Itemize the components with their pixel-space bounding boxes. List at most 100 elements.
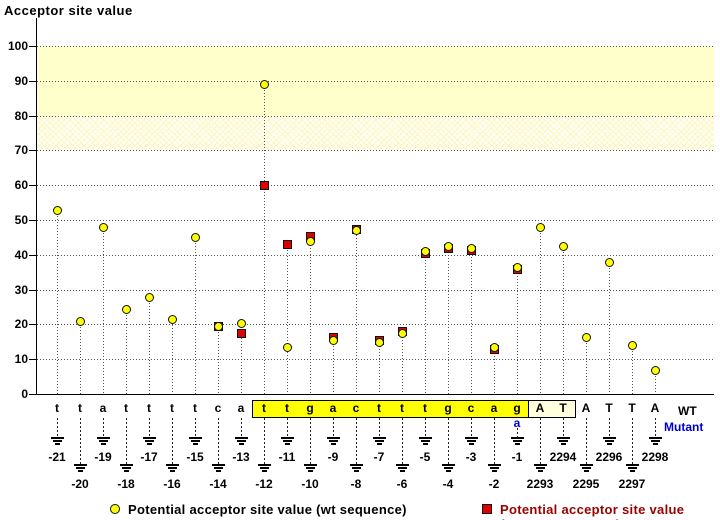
position-label--6: -6 <box>396 477 408 491</box>
wt-point--13 <box>237 318 246 328</box>
position-label--10: -10 <box>301 477 319 491</box>
wt-point-2298 <box>651 365 660 375</box>
ground-symbol--15 <box>192 443 198 445</box>
stem--13 <box>241 322 242 394</box>
wt-point--16 <box>168 315 177 325</box>
base-letter--1: g <box>513 401 521 415</box>
ground-symbol--11 <box>282 440 292 442</box>
position-label-2295: 2295 <box>572 477 600 491</box>
ground-symbol--21 <box>50 437 64 439</box>
position-line-2295 <box>586 418 587 464</box>
wt-point--3 <box>467 243 476 253</box>
stem--19 <box>103 226 104 394</box>
ground-symbol-2298 <box>648 437 662 439</box>
base-letter--12: t <box>262 401 266 415</box>
stem--4 <box>448 246 449 394</box>
ground-symbol--14 <box>213 467 223 469</box>
ground-symbol-2296 <box>602 437 616 439</box>
base-letter--7: t <box>377 401 381 415</box>
ground-symbol--9 <box>330 443 336 445</box>
stem--20 <box>80 320 81 394</box>
stem-2295 <box>586 336 587 394</box>
position-line--9 <box>333 418 334 437</box>
ytick-mark-0 <box>29 394 36 395</box>
position-label--9: -9 <box>327 450 339 464</box>
ytick-label-100: 100 <box>7 39 28 53</box>
base-letter--18: t <box>124 401 128 415</box>
base-letter--9: a <box>329 401 337 415</box>
wt-point--4 <box>444 242 453 252</box>
ground-symbol--13 <box>238 443 244 445</box>
wt-point-2294 <box>559 242 568 252</box>
wt-point--7 <box>375 337 384 347</box>
base-letter-2297: T <box>628 401 636 415</box>
ground-symbol--3 <box>468 443 474 445</box>
x-axis-line <box>36 394 714 395</box>
ground-symbol--7 <box>374 440 384 442</box>
position-line-2298 <box>655 418 656 437</box>
score-band-hatched <box>37 115 714 151</box>
ground-symbol--5 <box>422 443 428 445</box>
base-letter--21: t <box>55 401 59 415</box>
position-label--3: -3 <box>465 450 477 464</box>
ground-symbol--15 <box>188 437 202 439</box>
position-line--5 <box>425 418 426 437</box>
position-label--20: -20 <box>71 477 89 491</box>
ground-symbol--12 <box>261 470 267 472</box>
position-line-2296 <box>609 418 610 437</box>
base-letter--14: c <box>214 401 222 415</box>
base-letter--10: g <box>306 401 314 415</box>
ground-symbol--16 <box>169 470 175 472</box>
ground-symbol--1 <box>512 440 522 442</box>
ground-symbol--10 <box>307 470 313 472</box>
ground-symbol--6 <box>395 464 409 466</box>
wt-point-2296 <box>605 257 614 267</box>
gridline-100 <box>37 46 714 47</box>
stem--11 <box>287 244 288 394</box>
position-label--15: -15 <box>186 450 204 464</box>
ground-symbol--8 <box>353 470 359 472</box>
position-label--18: -18 <box>117 477 135 491</box>
wt-point--9 <box>329 336 338 346</box>
stem-2294 <box>563 246 564 394</box>
ground-symbol--5 <box>420 440 430 442</box>
ytick-mark-10 <box>29 359 36 361</box>
ground-symbol-2298 <box>652 443 658 445</box>
position-label-2296: 2296 <box>595 450 623 464</box>
gridline-30 <box>37 289 714 291</box>
position-label--13: -13 <box>232 450 250 464</box>
ground-symbol--4 <box>441 464 455 466</box>
ytick-label-10: 10 <box>14 352 28 367</box>
ground-symbol--19 <box>100 443 106 445</box>
ground-symbol--6 <box>399 470 405 472</box>
ground-symbol--5 <box>418 437 432 439</box>
ground-symbol-2298 <box>650 440 660 442</box>
stem--16 <box>172 319 173 394</box>
position-line--17 <box>149 418 150 437</box>
ground-symbol--13 <box>236 440 246 442</box>
base-letter--11: t <box>285 401 289 415</box>
wt-point--12 <box>260 80 269 90</box>
stem-2297 <box>632 345 633 394</box>
position-line--14 <box>218 418 219 464</box>
stem-2296 <box>609 261 610 394</box>
wt-point-2293 <box>536 222 545 232</box>
mutant-point--13 <box>237 329 246 339</box>
ytick-label-80: 80 <box>14 108 28 123</box>
ytick-mark-20 <box>29 324 36 326</box>
base-letter--15: t <box>193 401 197 415</box>
ground-symbol--7 <box>372 437 386 439</box>
stem-2293 <box>540 226 541 394</box>
ground-symbol-2293 <box>537 470 543 472</box>
legend-mutant-label: Potential acceptor site value (mutant se… <box>500 502 685 520</box>
ground-symbol--9 <box>326 437 340 439</box>
position-line--21 <box>57 418 58 437</box>
ground-symbol--4 <box>445 470 451 472</box>
stem--7 <box>379 340 380 394</box>
ground-symbol--11 <box>280 437 294 439</box>
position-line--12 <box>264 418 265 464</box>
wt-point-2297 <box>628 341 637 351</box>
ground-symbol--19 <box>96 437 110 439</box>
gridline-10 <box>37 359 714 361</box>
